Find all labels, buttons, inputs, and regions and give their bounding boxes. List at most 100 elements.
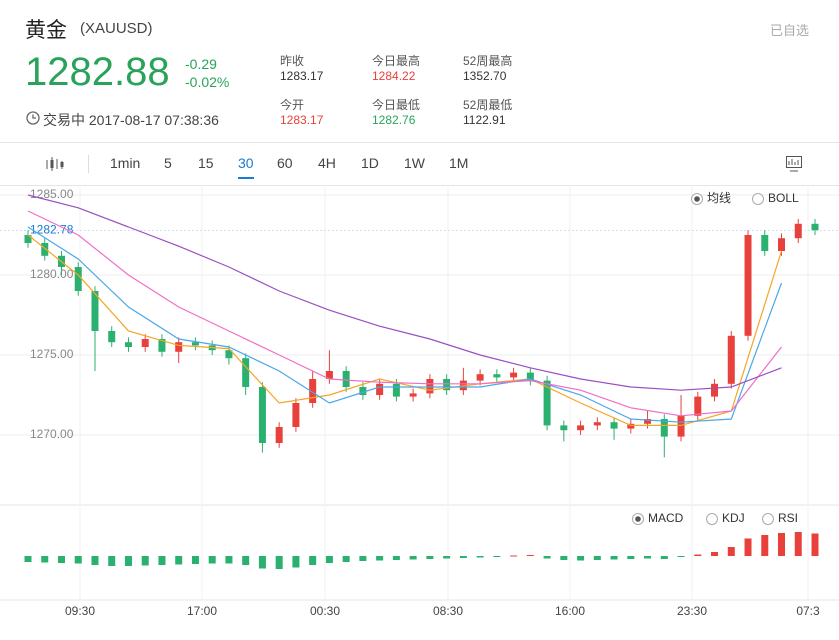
divider bbox=[88, 155, 89, 173]
candle-body bbox=[74, 267, 82, 291]
y-tick-label: 1275.00 bbox=[30, 347, 74, 361]
candle-body bbox=[325, 371, 333, 379]
candle-body bbox=[41, 243, 49, 256]
macd-bar bbox=[141, 556, 149, 566]
x-tick-label: 07:3 bbox=[796, 604, 820, 618]
macd-bar bbox=[359, 556, 367, 561]
interval-tab[interactable]: 5 bbox=[164, 155, 172, 171]
macd-bar bbox=[560, 556, 568, 560]
candle-body bbox=[175, 342, 183, 352]
watch-button[interactable]: 已自选 bbox=[770, 20, 809, 39]
macd-bar bbox=[242, 556, 250, 565]
candle-body bbox=[376, 383, 384, 395]
macd-bar bbox=[443, 556, 451, 559]
last-price-label: 1282.78 bbox=[30, 223, 74, 237]
macd-bar bbox=[275, 556, 283, 569]
datetime: 2017-08-17 07:38:36 bbox=[88, 112, 219, 128]
candle-body bbox=[158, 339, 166, 352]
indicator-option[interactable]: 均线 bbox=[707, 191, 731, 205]
interval-tab[interactable]: 1min bbox=[110, 155, 141, 171]
interval-tab[interactable]: 4H bbox=[318, 155, 336, 171]
macd-bar bbox=[577, 556, 585, 561]
price: 1282.88 bbox=[25, 50, 170, 94]
macd-bar bbox=[727, 547, 735, 556]
candle-body bbox=[577, 425, 585, 431]
candle-body bbox=[24, 235, 32, 243]
candle-body bbox=[258, 387, 266, 443]
candle-body bbox=[778, 238, 786, 251]
radio-button[interactable] bbox=[706, 513, 718, 525]
macd-bar bbox=[392, 556, 400, 560]
indicator-option[interactable]: KDJ bbox=[722, 511, 745, 525]
macd-bar bbox=[41, 556, 49, 563]
radio-button[interactable] bbox=[752, 193, 764, 205]
stat-label: 今日最高 bbox=[372, 54, 421, 68]
interval-tab[interactable]: 30 bbox=[238, 155, 254, 179]
macd-bar bbox=[660, 556, 668, 559]
indicator-option[interactable]: MACD bbox=[648, 511, 684, 525]
macd-bar bbox=[476, 556, 484, 558]
candle-body bbox=[610, 422, 618, 429]
interval-tab[interactable]: 15 bbox=[198, 155, 214, 171]
stat-value: 1283.17 bbox=[280, 113, 324, 127]
candle-toggle[interactable] bbox=[45, 156, 67, 172]
interval-tab[interactable]: 1M bbox=[449, 155, 469, 171]
ma-line bbox=[27, 226, 783, 423]
radio-dot[interactable] bbox=[694, 196, 700, 202]
y-tick-label: 1270.00 bbox=[30, 427, 74, 441]
stat-label: 今开 bbox=[280, 98, 305, 112]
watch-label[interactable]: 已自选 bbox=[770, 23, 810, 38]
y-tick-label: 1280.00 bbox=[30, 267, 74, 281]
stat-value: 1122.91 bbox=[463, 113, 506, 127]
candle-body bbox=[359, 387, 367, 395]
macd-bar bbox=[208, 556, 216, 564]
interval-tab[interactable]: 60 bbox=[277, 155, 293, 171]
candle-body bbox=[811, 223, 819, 231]
candle-body bbox=[108, 331, 116, 343]
stat-label: 52周最低 bbox=[463, 98, 513, 112]
y-tick-label: 1285.00 bbox=[30, 187, 74, 201]
toolbar: 1min 5 15 30 60 4H 1D 1W 1M bbox=[0, 142, 839, 186]
candle-body bbox=[476, 374, 484, 381]
stat-value: 1282.76 bbox=[372, 113, 416, 127]
clock-icon bbox=[26, 111, 40, 125]
fullscreen-button[interactable] bbox=[785, 155, 803, 173]
macd-bar bbox=[677, 556, 685, 557]
candle-body bbox=[711, 383, 719, 397]
candle-body bbox=[342, 371, 350, 387]
macd-bar bbox=[510, 555, 518, 557]
candle-body bbox=[392, 383, 400, 397]
macd-bar bbox=[627, 556, 635, 559]
interval-tab[interactable]: 1D bbox=[361, 155, 379, 171]
candle-body bbox=[761, 235, 769, 251]
candle-body bbox=[409, 393, 417, 397]
interval-tab[interactable]: 1W bbox=[404, 155, 425, 171]
indicator-option[interactable]: RSI bbox=[778, 511, 798, 525]
ma-line bbox=[27, 194, 782, 391]
macd-bar bbox=[57, 556, 65, 563]
candle-body bbox=[275, 427, 283, 443]
candle-body bbox=[191, 342, 199, 346]
stat-value: 1284.22 bbox=[372, 69, 416, 83]
indicator-option[interactable]: BOLL bbox=[768, 191, 799, 205]
radio-dot[interactable] bbox=[635, 516, 641, 522]
candle-body bbox=[526, 372, 534, 381]
macd-bar bbox=[108, 556, 116, 566]
macd-bar bbox=[292, 556, 300, 568]
x-tick-label: 09:30 bbox=[65, 604, 95, 618]
candle-body bbox=[593, 422, 601, 426]
macd-bar bbox=[644, 556, 652, 559]
stat-label: 52周最高 bbox=[463, 54, 513, 68]
candle-body bbox=[627, 423, 635, 429]
status-text: 交易中 bbox=[43, 112, 85, 128]
candle-body bbox=[694, 396, 702, 416]
stat-label: 昨收 bbox=[280, 54, 305, 68]
candle-body bbox=[242, 358, 250, 387]
candle-body bbox=[309, 379, 317, 403]
macd-bar bbox=[744, 538, 752, 556]
radio-button[interactable] bbox=[762, 513, 774, 525]
candle-body bbox=[493, 374, 501, 378]
candle-body bbox=[292, 403, 300, 427]
